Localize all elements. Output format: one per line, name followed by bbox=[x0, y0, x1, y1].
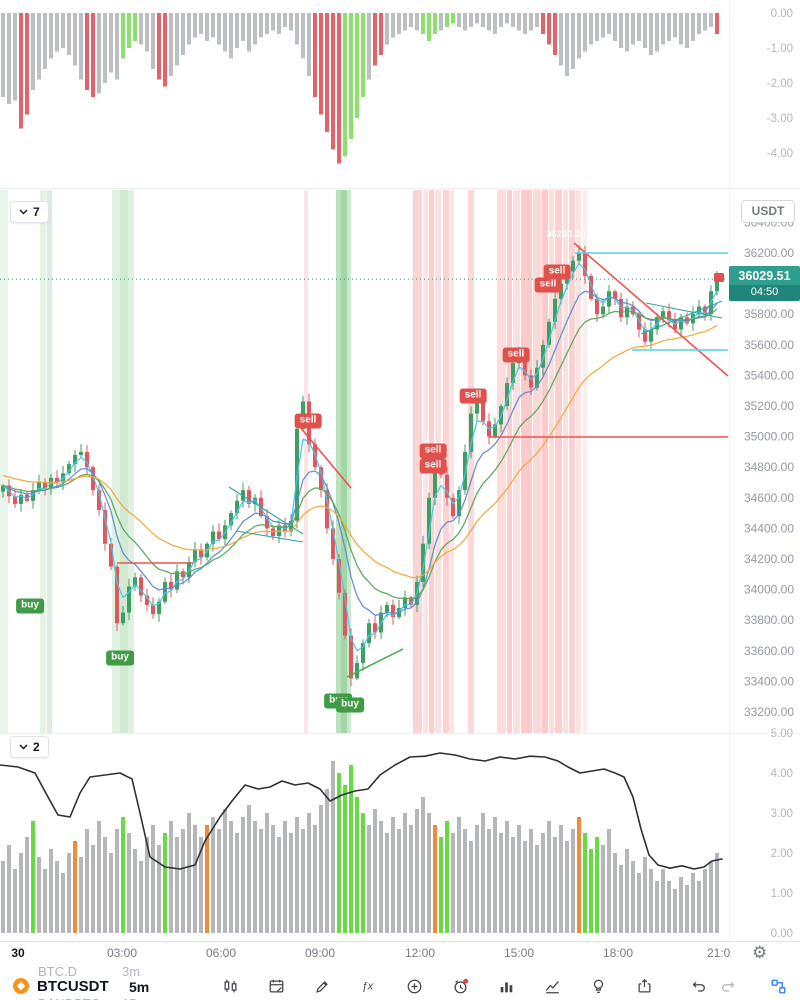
watchlist-symbol: BTC.D bbox=[38, 964, 77, 979]
time-label: 30 bbox=[11, 946, 25, 960]
svg-text:34800.00: 34800.00 bbox=[744, 460, 794, 474]
current-price-value: 36029.51 bbox=[729, 266, 800, 285]
watchlist-symbol: BANDBTC bbox=[38, 996, 100, 1000]
time-label: 09:00 bbox=[304, 946, 336, 960]
chart-canvas[interactable]: 0.00-1.00-2.00-3.00-4.0036200.0036400.00… bbox=[0, 0, 800, 962]
symbol-button[interactable]: BTCUSDT bbox=[37, 978, 109, 995]
svg-text:5.00: 5.00 bbox=[771, 728, 793, 740]
svg-text:34600.00: 34600.00 bbox=[744, 491, 794, 505]
svg-text:0.00: 0.00 bbox=[771, 8, 793, 20]
volume-bars-icon[interactable] bbox=[498, 978, 515, 995]
redo-icon[interactable] bbox=[720, 978, 737, 995]
add-circle-icon[interactable] bbox=[406, 978, 423, 995]
svg-text:35400.00: 35400.00 bbox=[744, 368, 794, 382]
chevron-down-icon bbox=[19, 744, 28, 750]
svg-text:0.00: 0.00 bbox=[771, 928, 793, 940]
bottom-oscillator-bars bbox=[1, 761, 719, 933]
current-price-badge[interactable]: 36029.51 04:50 bbox=[729, 266, 800, 301]
time-label: 03:00 bbox=[106, 946, 138, 960]
interval-button[interactable]: 5m bbox=[129, 979, 150, 995]
chevron-down-icon bbox=[19, 209, 28, 215]
fx-indicators-icon[interactable]: ƒx bbox=[360, 978, 377, 995]
time-label: 15:00 bbox=[503, 946, 535, 960]
svg-text:-2.00: -2.00 bbox=[767, 78, 793, 90]
multi-chart-sync-icon[interactable] bbox=[770, 978, 787, 995]
time-label: 18:00 bbox=[602, 946, 634, 960]
bottom-oscillator-axis: 5.00 4.00 3.00 2.00 1.00 0.00 bbox=[771, 728, 793, 940]
top-oscillator-axis: 0.00 -1.00 -2.00 -3.00 -4.00 bbox=[767, 8, 793, 160]
currency-toggle-button[interactable]: USDT bbox=[741, 200, 795, 223]
svg-text:33800.00: 33800.00 bbox=[744, 613, 794, 627]
svg-text:36200.00: 36200.00 bbox=[546, 229, 586, 240]
svg-text:-4.00: -4.00 bbox=[767, 148, 793, 160]
time-label: 21:00 bbox=[706, 946, 731, 960]
svg-text:33600.00: 33600.00 bbox=[744, 644, 794, 658]
svg-text:1.00: 1.00 bbox=[771, 888, 793, 900]
watchlist-row-bandbtc[interactable]: BANDBTC 15m bbox=[0, 995, 800, 1000]
moving-averages bbox=[2, 262, 718, 652]
bottom-oscillator-line bbox=[0, 752, 723, 870]
exchange-logo-icon[interactable] bbox=[13, 978, 29, 994]
time-axis-labels: 30 03:00 06:00 09:00 12:00 15:00 18:00 21:00 bbox=[0, 942, 731, 963]
top-oscillator-bars bbox=[1, 13, 719, 164]
watchlist-row-btcd[interactable]: BTC.D 3m bbox=[0, 962, 800, 979]
bottom-panel-collapse-button[interactable]: 2 bbox=[10, 736, 49, 758]
draw-pencil-icon[interactable] bbox=[314, 978, 331, 995]
svg-text:35200.00: 35200.00 bbox=[744, 399, 794, 413]
svg-text:ƒx: ƒx bbox=[362, 981, 374, 993]
drawing-price-label: 36200.00 bbox=[546, 229, 586, 240]
svg-text:35000.00: 35000.00 bbox=[744, 430, 794, 444]
svg-text:34200.00: 34200.00 bbox=[744, 552, 794, 566]
svg-text:35600.00: 35600.00 bbox=[744, 338, 794, 352]
bottom-toolbar: BTCUSDT 5m ƒx bbox=[0, 978, 800, 995]
panel-dividers bbox=[0, 0, 800, 941]
svg-text:33200.00: 33200.00 bbox=[744, 705, 794, 719]
main-panel-indicator-count: 7 bbox=[33, 205, 40, 219]
svg-text:33400.00: 33400.00 bbox=[744, 674, 794, 688]
main-panel-collapse-button[interactable]: 7 bbox=[10, 201, 49, 223]
candles bbox=[1, 245, 719, 687]
svg-text:34400.00: 34400.00 bbox=[744, 521, 794, 535]
candle-countdown: 04:50 bbox=[729, 285, 800, 301]
area-chart-icon[interactable] bbox=[544, 978, 561, 995]
svg-text:3.00: 3.00 bbox=[771, 808, 793, 820]
svg-text:-3.00: -3.00 bbox=[767, 113, 793, 125]
svg-text:34000.00: 34000.00 bbox=[744, 583, 794, 597]
settings-gear-icon[interactable]: ⚙ bbox=[752, 943, 768, 962]
calendar-edit-icon[interactable] bbox=[268, 978, 285, 995]
bottom-panel-indicator-count: 2 bbox=[33, 740, 40, 754]
svg-text:36200.00: 36200.00 bbox=[744, 246, 794, 260]
svg-text:-1.00: -1.00 bbox=[767, 43, 793, 55]
time-label: 06:00 bbox=[205, 946, 237, 960]
time-label: 12:00 bbox=[404, 946, 436, 960]
candlestick-style-icon[interactable] bbox=[222, 978, 239, 995]
idea-bulb-icon[interactable] bbox=[590, 978, 607, 995]
order-marker bbox=[714, 273, 724, 282]
svg-text:4.00: 4.00 bbox=[771, 768, 793, 780]
watchlist-interval: 3m bbox=[122, 964, 141, 979]
undo-icon[interactable] bbox=[690, 978, 707, 995]
alert-alarm-icon[interactable] bbox=[452, 978, 469, 995]
trend-lines bbox=[117, 242, 729, 678]
watchlist-interval: 15m bbox=[122, 996, 147, 1000]
svg-text:2.00: 2.00 bbox=[771, 848, 793, 860]
time-axis[interactable]: 30 03:00 06:00 09:00 12:00 15:00 18:00 21:00 ⚙ bbox=[0, 941, 800, 963]
share-export-icon[interactable] bbox=[636, 978, 653, 995]
svg-text:35800.00: 35800.00 bbox=[744, 307, 794, 321]
